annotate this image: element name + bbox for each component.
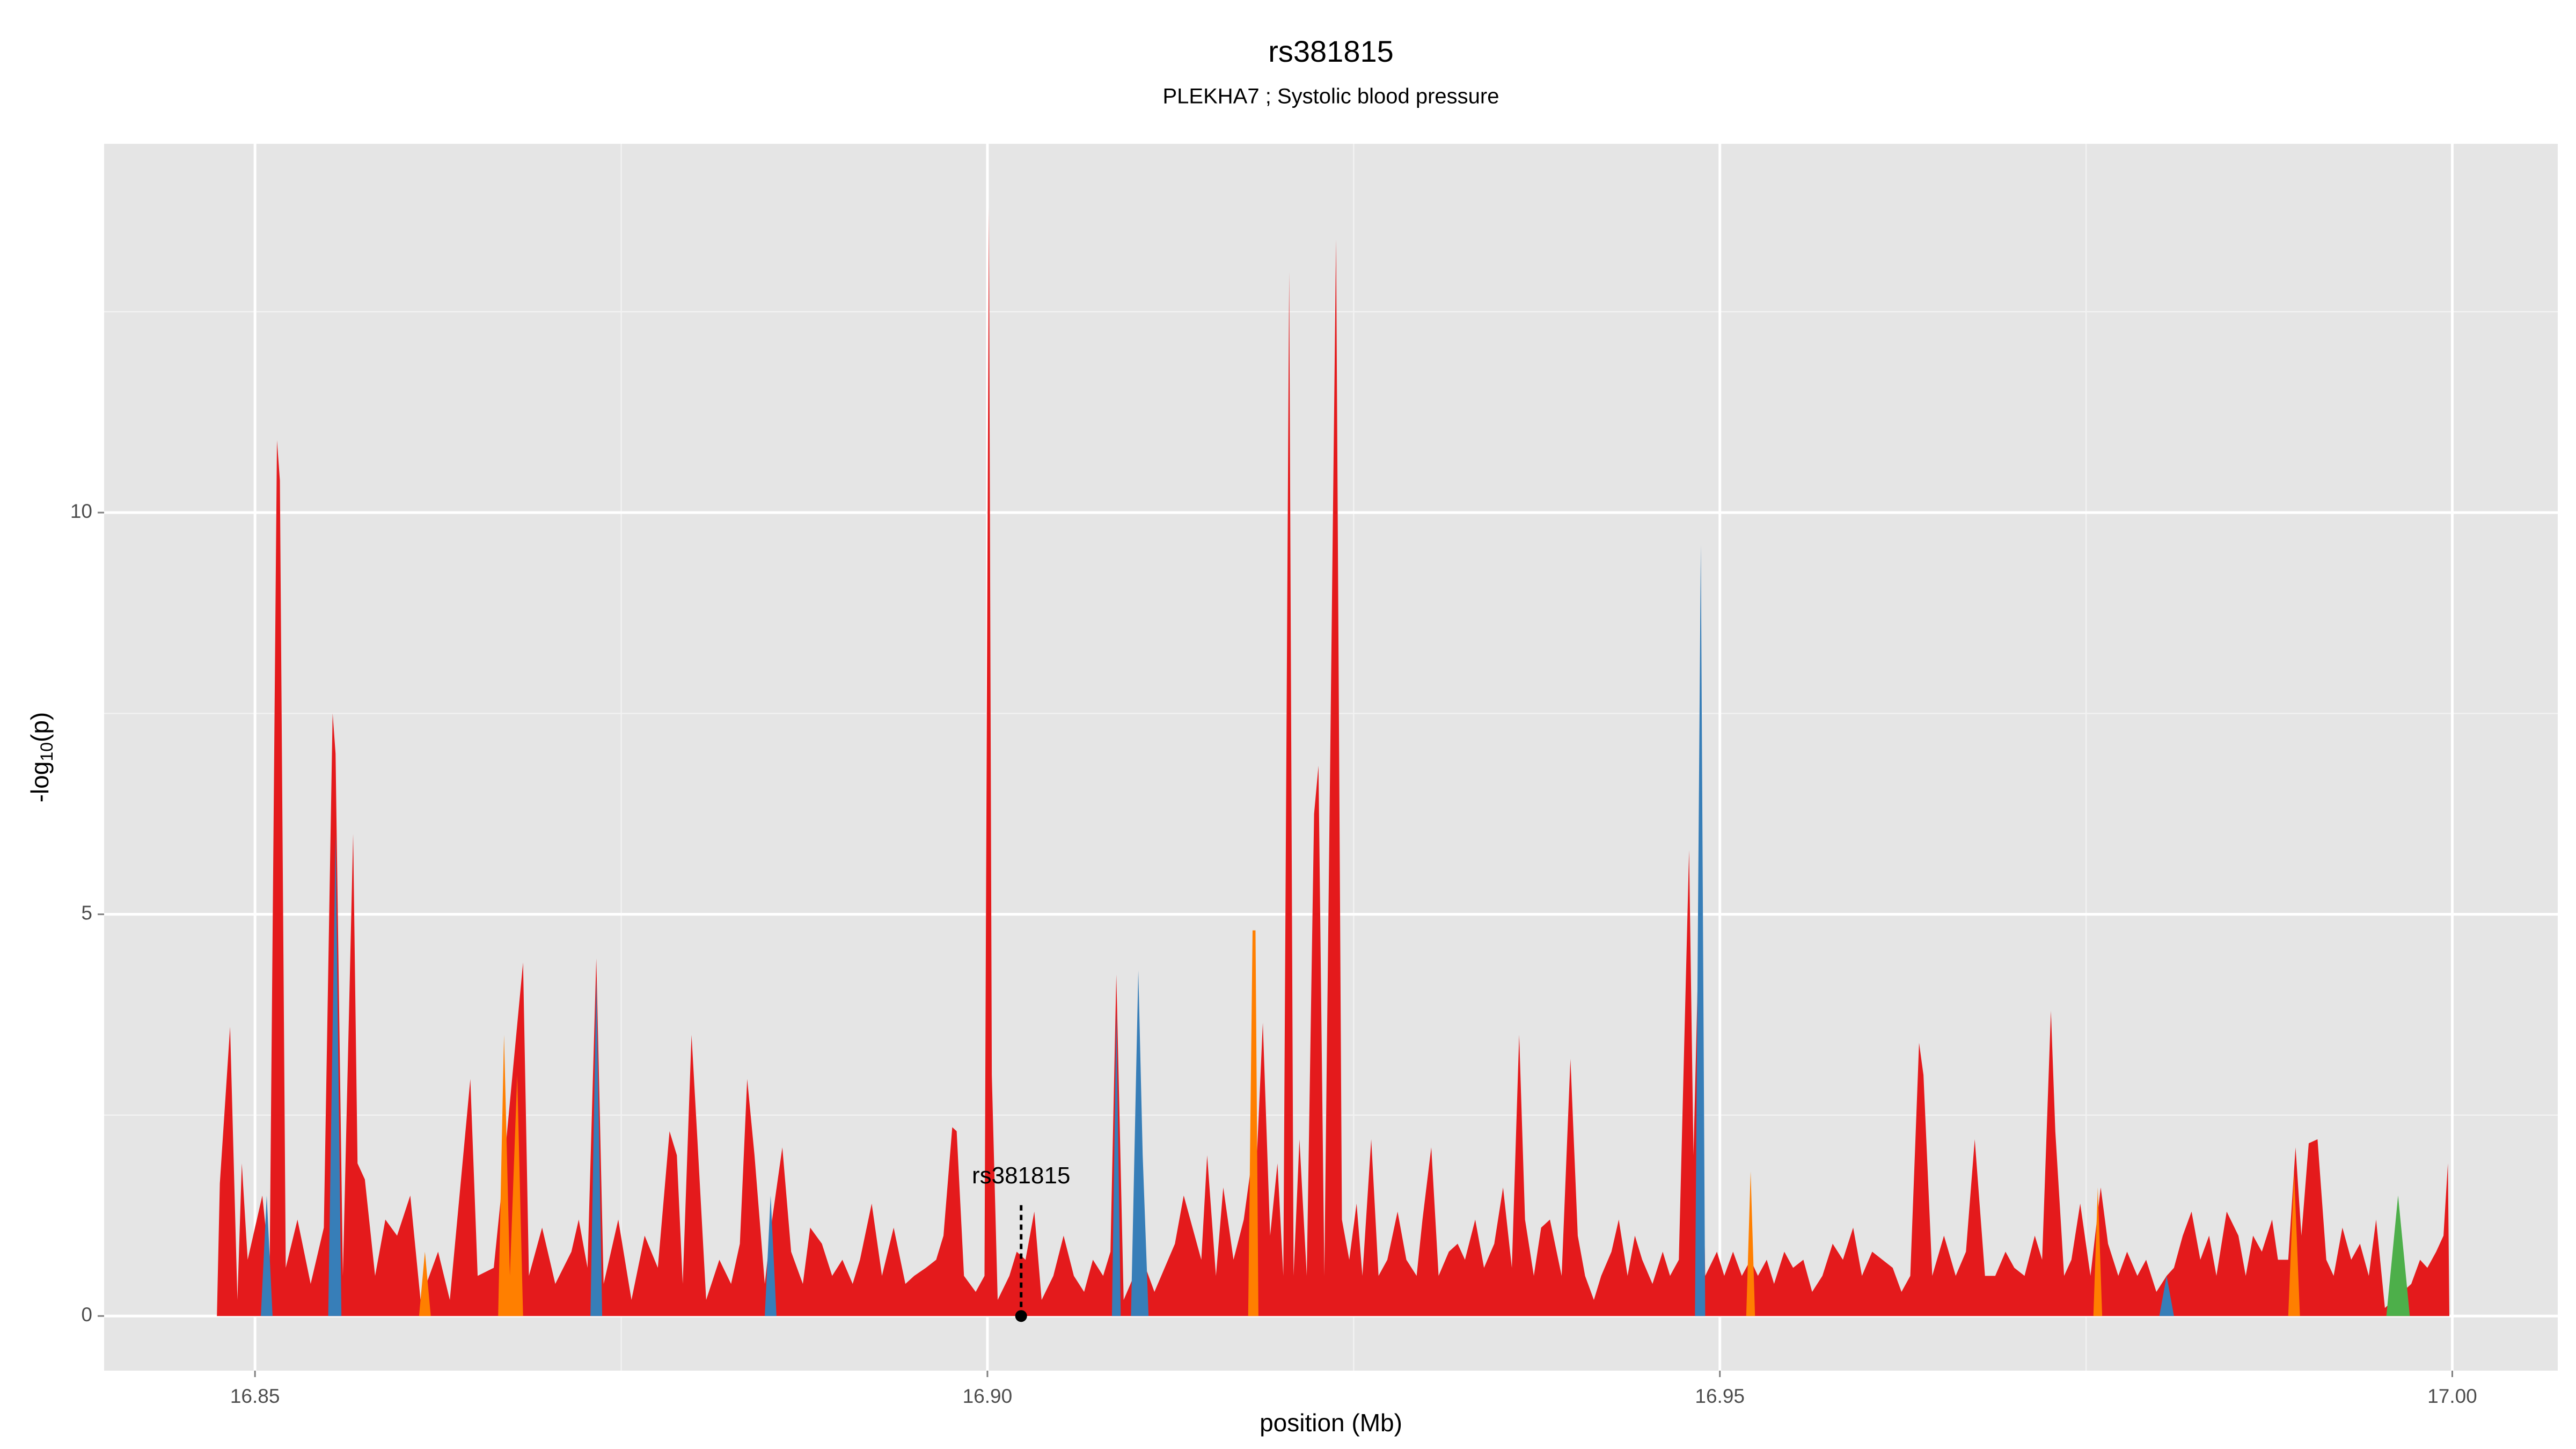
y-axis-title: -log10(p) (26, 712, 56, 803)
x-tick-label: 17.00 (2427, 1385, 2477, 1407)
chart-title: rs381815 (1268, 34, 1394, 68)
area (2386, 1195, 2410, 1316)
chart-subtitle: PLEKHA7 ; Systolic blood pressure (1163, 85, 1499, 108)
annotation-point (1015, 1310, 1027, 1322)
x-tick-label: 16.85 (230, 1385, 280, 1407)
annotation-label: rs381815 (972, 1162, 1070, 1189)
y-tick-label: 0 (81, 1304, 92, 1326)
x-tick-label: 16.90 (963, 1385, 1013, 1407)
y-axis-title-part: -log (26, 762, 54, 803)
area (217, 207, 2450, 1316)
y-tick-label: 5 (81, 902, 92, 924)
y-axis-title-part: (p) (26, 712, 54, 742)
y-axis-title-sub: 10 (37, 742, 56, 762)
x-tick-label: 16.95 (1695, 1385, 1745, 1407)
y-tick-label: 10 (70, 500, 92, 522)
x-axis-title: position (Mb) (1260, 1409, 1402, 1437)
